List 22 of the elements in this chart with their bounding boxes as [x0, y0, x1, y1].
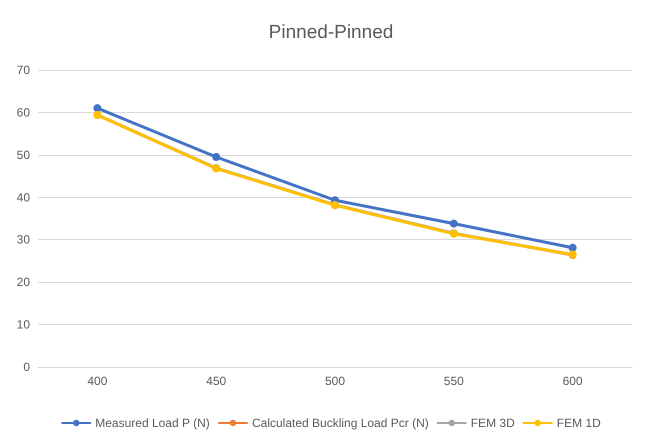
point — [93, 104, 102, 112]
y-tick-label: 0 — [23, 360, 30, 374]
x-tick-label: 400 — [87, 374, 108, 388]
point — [450, 220, 458, 228]
legend-label: Measured Load P (N) — [95, 416, 210, 430]
x-tick-label: 600 — [562, 374, 583, 388]
y-tick-label: 60 — [16, 105, 30, 120]
x-tick-label: 550 — [444, 374, 464, 388]
y-tick-label: 70 — [16, 63, 30, 77]
point — [212, 152, 220, 161]
y-tick-label: 30 — [16, 232, 30, 247]
y-tick-label: 40 — [16, 190, 30, 204]
point — [568, 244, 577, 252]
y-tick-label: 20 — [16, 275, 30, 290]
x-tick-label: 450 — [206, 374, 227, 388]
legend-label: Calculated Buckling Load Pcr (N) — [252, 416, 429, 430]
x-tick-label: 500 — [324, 374, 346, 388]
y-tick-label: 50 — [16, 148, 30, 162]
legend-label: FEM 1D — [556, 416, 602, 430]
chart-title: Pinned-Pinned — [268, 22, 394, 43]
legend-label: FEM 3D — [470, 416, 516, 430]
y-tick-label: 10 — [16, 318, 30, 332]
